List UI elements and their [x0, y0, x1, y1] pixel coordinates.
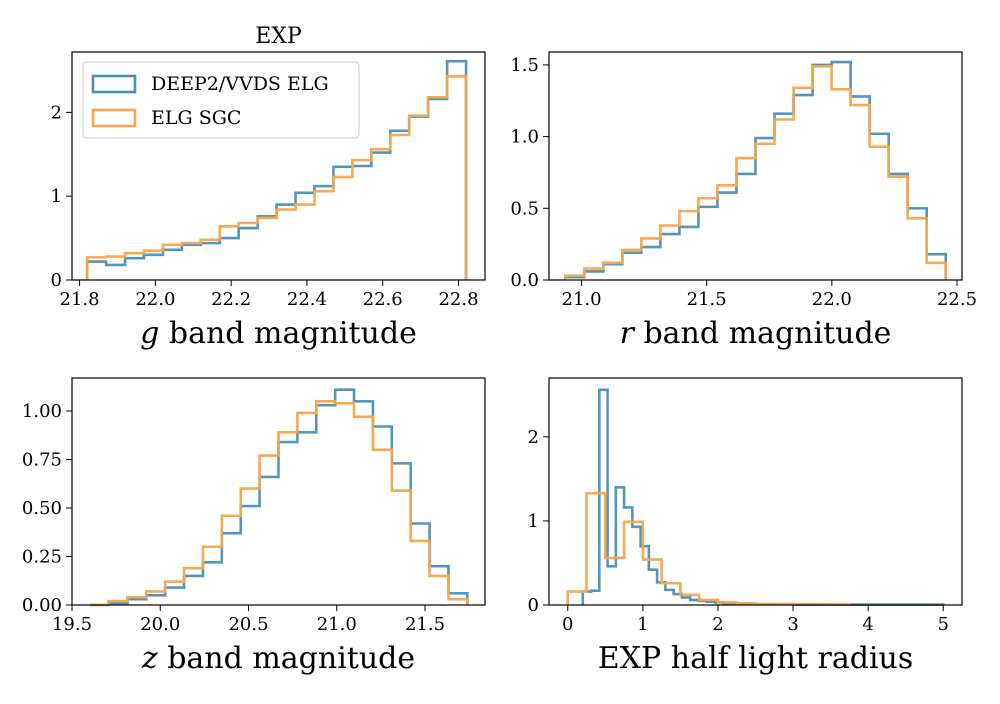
x-tick-label: 2 — [712, 614, 723, 635]
x-tick-label: 21.8 — [60, 289, 100, 310]
axes-frame — [71, 377, 486, 606]
y-tick-label: 1 — [51, 186, 62, 207]
subplot-title: EXP — [255, 24, 302, 49]
x-tick-label: 19.5 — [52, 614, 92, 635]
x-tick-label: 22.6 — [363, 289, 403, 310]
series-elg-sgc — [89, 399, 469, 607]
series-elg-sgc — [566, 491, 851, 606]
x-tick-label: 21.0 — [317, 614, 357, 635]
y-tick-label: 0 — [51, 270, 62, 291]
x-tick-label: 22.8 — [438, 289, 478, 310]
legend-entry-label: ELG SGC — [151, 107, 241, 129]
y-tick-label: 1 — [528, 511, 539, 532]
x-axis-label: z band magnitude — [141, 641, 415, 676]
x-tick-label: 22.0 — [135, 289, 175, 310]
legend-swatch — [91, 108, 137, 128]
x-tick-label: 20.0 — [140, 614, 180, 635]
x-tick-label: 22.2 — [211, 289, 251, 310]
y-tick-label: 1.5 — [510, 55, 539, 76]
x-tick-label: 5 — [938, 614, 949, 635]
x-tick-label: 22.0 — [812, 289, 852, 310]
series-elg-sgc — [563, 65, 948, 280]
legend-swatch — [91, 74, 137, 94]
x-axis-label: g band magnitude — [140, 316, 417, 351]
y-tick-label: 2 — [51, 102, 62, 123]
legend-entry-label: DEEP2/VVDS ELG — [151, 73, 329, 95]
axes-frame — [548, 51, 963, 281]
x-tick-label: 20.5 — [228, 614, 268, 635]
x-tick-label: 21.0 — [562, 289, 602, 310]
legend: DEEP2/VVDS ELG ELG SGC — [82, 61, 360, 139]
subplot-g-band: 21.8 22.0 22.2 22.4 22.6 22.8 0 1 2 g band magnit… — [51, 24, 486, 351]
y-tick-label: 0.0 — [510, 270, 539, 291]
axes-frame — [71, 51, 486, 281]
x-tick-label: 22.5 — [937, 289, 977, 310]
x-tick-label: 1 — [637, 614, 648, 635]
x-tick-label: 3 — [787, 614, 798, 635]
series-elg-sgc — [85, 75, 468, 280]
y-tick-label: 0.25 — [22, 546, 62, 567]
y-tick-label: 0.75 — [22, 449, 62, 470]
x-axis-label: EXP half light radius — [598, 641, 913, 676]
x-tick-label: 21.5 — [405, 614, 445, 635]
axes-frame — [548, 377, 963, 606]
x-axis-label: r band magnitude — [620, 316, 892, 351]
subplot-half-light-radius: 0 1 2 3 4 5 0 1 2 EXP half light radius — [528, 377, 963, 676]
x-tick-label: 21.5 — [687, 289, 727, 310]
y-tick-label: 0.50 — [22, 498, 62, 519]
subplot-z-band: 19.5 20.0 20.5 21.0 21.5 0.00 0.25 0.50 0.75 1.00… — [22, 377, 486, 676]
subplot-r-band: 21.0 21.5 22.0 22.5 0.0 0.5 1.0 1.5 r band magni… — [510, 51, 977, 351]
y-tick-label: 1.0 — [510, 127, 539, 148]
y-tick-label: 2 — [528, 427, 539, 448]
x-tick-label: 4 — [862, 614, 873, 635]
series-deep2-vvds-elg — [581, 388, 945, 606]
y-tick-label: 0.00 — [22, 595, 62, 616]
y-tick-label: 0.5 — [510, 198, 539, 219]
y-tick-label: 1.00 — [22, 401, 62, 422]
legend-box — [82, 61, 360, 139]
y-tick-label: 0 — [528, 595, 539, 616]
x-tick-label: 22.4 — [287, 289, 327, 310]
x-tick-label: 0 — [562, 614, 573, 635]
